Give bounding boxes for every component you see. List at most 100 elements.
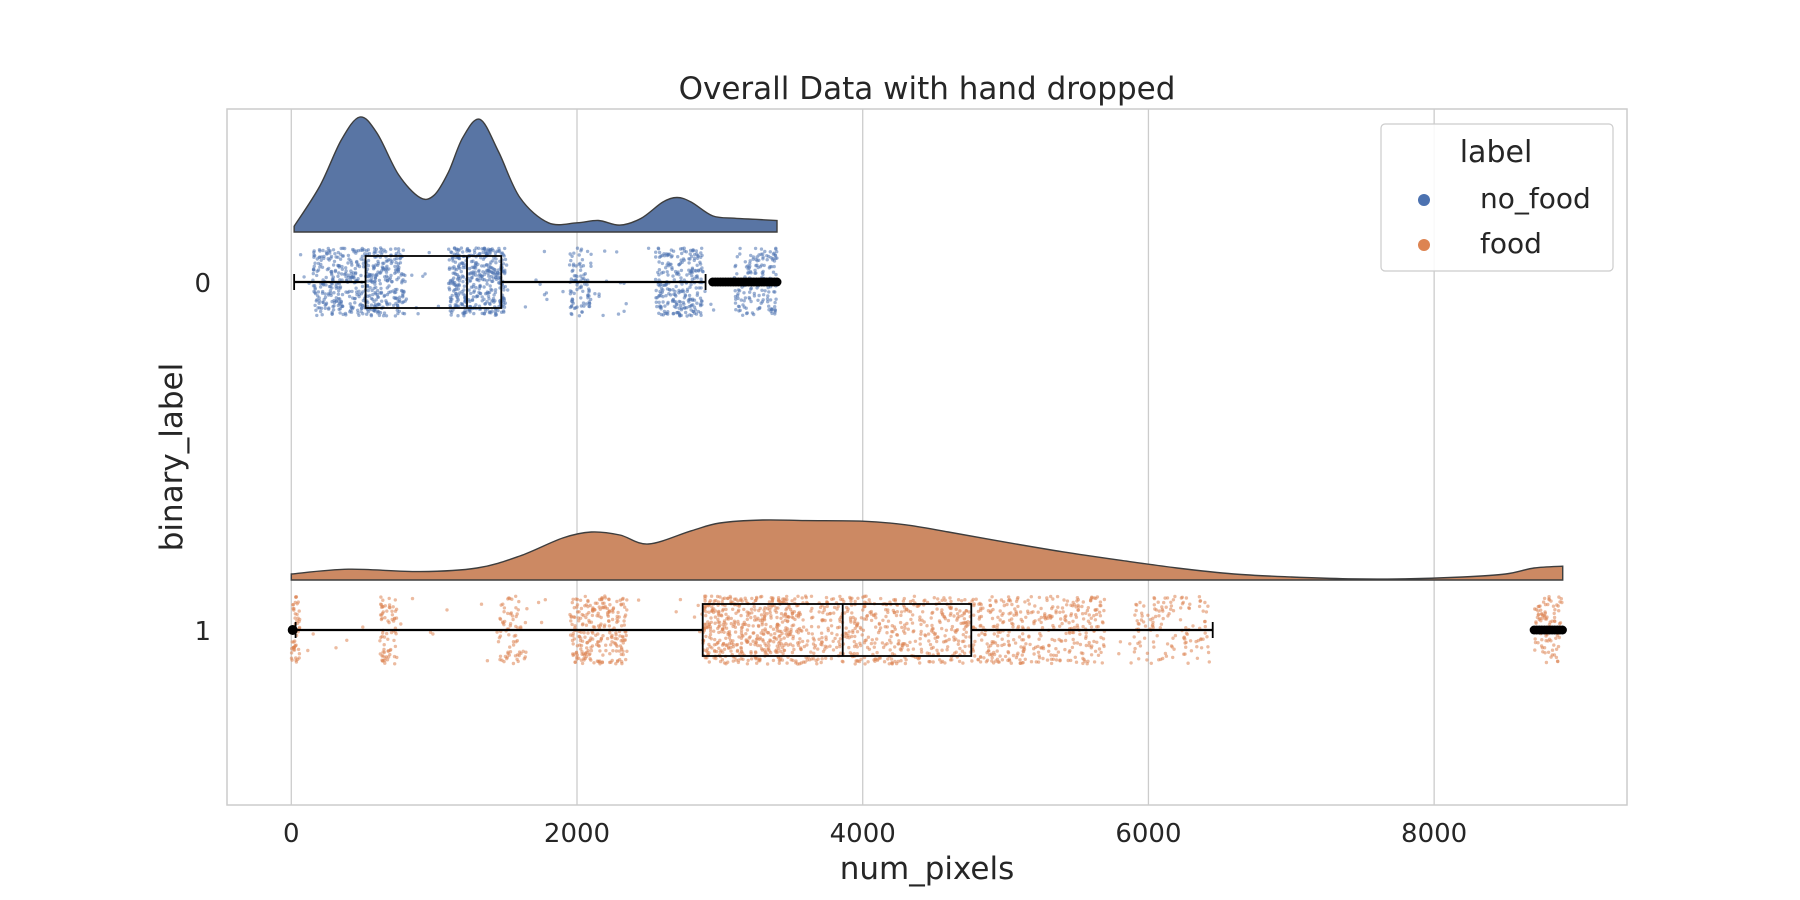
strip-point	[393, 598, 397, 602]
strip-point	[995, 649, 999, 653]
strip-point	[386, 637, 390, 641]
strip-point	[394, 632, 398, 636]
strip-point	[293, 612, 297, 616]
strip-point	[353, 301, 357, 305]
strip-point	[326, 307, 331, 311]
strip-point	[721, 641, 726, 646]
strip-point	[1045, 598, 1049, 603]
strip-point	[828, 611, 833, 616]
strip-point	[316, 261, 321, 266]
strip-point	[596, 632, 600, 636]
strip-point	[744, 265, 749, 269]
strip-point	[862, 641, 867, 645]
strip-point	[568, 633, 573, 637]
legend-frame	[1380, 123, 1614, 272]
strip-point	[374, 285, 378, 290]
strip-point	[306, 648, 310, 653]
strip-point	[737, 658, 741, 662]
strip-point	[1012, 638, 1016, 642]
strip-point	[474, 285, 478, 290]
strip-point	[567, 263, 572, 267]
strip-point	[677, 306, 681, 310]
strip-point	[1169, 604, 1174, 608]
strip-point	[658, 284, 662, 288]
strip-point	[812, 651, 816, 655]
strip-point	[1043, 612, 1047, 616]
strip-point	[1554, 655, 1559, 660]
strip-point	[1161, 609, 1165, 613]
strip-point	[753, 246, 758, 251]
strip-point	[1536, 613, 1540, 617]
strip-point	[956, 639, 961, 643]
strip-point	[984, 660, 989, 664]
strip-point	[1068, 649, 1072, 653]
strip-point	[488, 284, 492, 288]
strip-point	[1016, 604, 1020, 609]
strip-point	[575, 274, 579, 279]
strip-point	[360, 306, 364, 311]
strip-point	[613, 636, 617, 641]
strip-point	[657, 255, 662, 259]
strip-point	[1029, 595, 1034, 599]
strip-point	[375, 288, 380, 293]
strip-point	[886, 610, 890, 615]
strip-point	[467, 288, 471, 292]
strip-point	[1019, 617, 1023, 622]
strip-point	[673, 289, 677, 294]
strip-point	[890, 624, 894, 628]
strip-point	[572, 615, 576, 619]
strip-point	[336, 274, 340, 278]
strip-point	[610, 608, 614, 613]
strip-point	[912, 594, 917, 598]
strip-point	[509, 611, 513, 615]
strip-point	[348, 302, 352, 306]
strip-point	[344, 275, 348, 279]
strip-point	[736, 609, 740, 614]
strip-point	[958, 646, 962, 651]
strip-point	[1151, 640, 1156, 644]
strip-point	[780, 620, 785, 624]
strip-point	[1543, 611, 1548, 615]
strip-point	[447, 286, 451, 290]
strip-point	[758, 657, 762, 661]
strip-point	[579, 658, 584, 662]
strip-point	[810, 632, 814, 636]
strip-point	[786, 643, 790, 647]
strip-point	[855, 624, 859, 628]
strip-point	[779, 612, 784, 616]
strip-point	[1171, 609, 1176, 613]
strip-point	[895, 610, 899, 614]
strip-point	[588, 638, 592, 642]
strip-point	[764, 644, 768, 648]
strip-point	[511, 643, 516, 647]
strip-point	[761, 252, 765, 256]
strip-point	[770, 308, 774, 312]
strip-point	[698, 303, 703, 308]
strip-point	[452, 246, 457, 250]
strip-point	[946, 618, 951, 623]
strip-point	[1081, 617, 1086, 621]
strip-point	[867, 598, 871, 602]
strip-point	[753, 618, 757, 622]
strip-point	[1203, 631, 1207, 635]
strip-point	[599, 636, 604, 641]
strip-point	[768, 250, 772, 254]
strip-point	[571, 597, 575, 601]
strip-point	[482, 278, 487, 282]
strip-point	[505, 656, 509, 661]
strip-point	[575, 246, 580, 250]
strip-point	[770, 598, 775, 603]
strip-point	[754, 271, 758, 275]
strip-point	[543, 598, 547, 602]
strip-point	[718, 659, 723, 664]
strip-point	[511, 661, 516, 666]
strip-point	[770, 311, 774, 316]
strip-point	[584, 603, 588, 607]
strip-point	[746, 639, 750, 643]
strip-point	[765, 297, 770, 301]
strip-point	[664, 294, 668, 298]
strip-point	[572, 291, 576, 296]
strip-point	[1151, 616, 1155, 620]
strip-point	[708, 632, 713, 637]
strip-point	[523, 305, 528, 309]
